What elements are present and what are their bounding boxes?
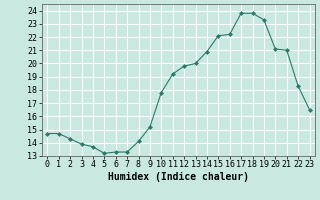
X-axis label: Humidex (Indice chaleur): Humidex (Indice chaleur) [108, 172, 249, 182]
